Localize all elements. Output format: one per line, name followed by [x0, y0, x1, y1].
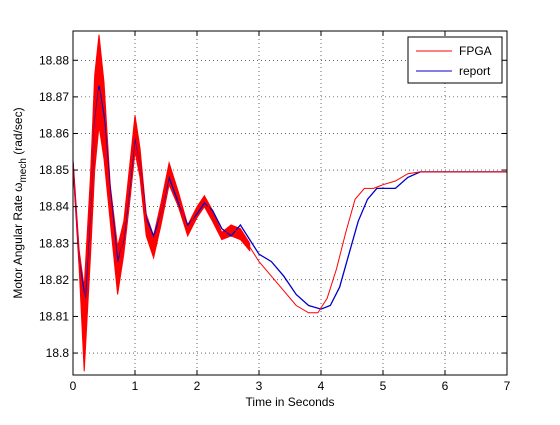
x-tick-label: 3	[256, 379, 263, 393]
y-tick-label: 18.82	[39, 273, 69, 287]
y-tick-label: 18.87	[39, 90, 69, 104]
grid	[73, 31, 507, 375]
y-tick-label: 18.88	[39, 53, 69, 67]
plot-area	[73, 34, 507, 372]
y-tick-label: 18.8	[46, 346, 70, 360]
y-axis-label: Motor Angular Rate ωmech (rad/sec)	[11, 107, 29, 298]
legend-box	[407, 36, 503, 84]
y-tick-label: 18.85	[39, 163, 69, 177]
y-tick-label: 18.81	[39, 309, 69, 323]
x-tick-label: 6	[442, 379, 449, 393]
series-line-fpga	[73, 89, 507, 314]
y-axis-label-suffix: (rad/sec)	[11, 107, 25, 158]
y-axis-label-prefix: Motor Angular Rate ω	[11, 183, 25, 299]
x-tick-label: 7	[504, 379, 511, 393]
legend-label-report: report	[459, 64, 491, 78]
y-tick-label: 18.84	[39, 200, 69, 214]
x-tick-label: 5	[380, 379, 387, 393]
legend-label-fpga: FPGA	[459, 44, 492, 58]
axes-box	[72, 30, 508, 376]
x-axis-label: Time in Seconds	[246, 395, 335, 409]
series-line-report	[73, 85, 507, 310]
y-tick-label: 18.86	[39, 126, 69, 140]
x-tick-label: 4	[318, 379, 325, 393]
y-tick-label: 18.83	[39, 236, 69, 250]
y-axis-label-subscript: mech	[18, 158, 29, 182]
x-tick-label: 2	[194, 379, 201, 393]
x-tick-label: 0	[70, 379, 77, 393]
legend: FPGA report	[407, 36, 503, 84]
x-tick-label: 1	[132, 379, 139, 393]
series-band-fpga	[73, 34, 251, 372]
ticks: 0 1 2 3 4 5 6 7 18.8 18.81 18.82 18.83 18.84 18.85 18.…	[39, 31, 511, 393]
